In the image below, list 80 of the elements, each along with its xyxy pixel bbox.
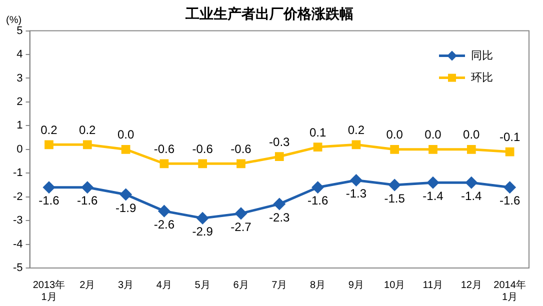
point (158, 205, 170, 217)
data-label: -0.6 (192, 142, 214, 156)
point (352, 140, 361, 150)
y-tick-label: -3 (13, 214, 23, 227)
data-label: -2.9 (192, 224, 214, 238)
data-label: 0.0 (424, 128, 442, 142)
y-tick-label: 3 (16, 72, 23, 84)
point (390, 144, 400, 154)
legend-label: 同比 (471, 48, 493, 62)
data-label: -2.7 (230, 220, 252, 234)
data-label: -2.3 (269, 210, 290, 224)
data-label: -1.6 (77, 194, 98, 208)
point (44, 140, 54, 150)
x-tick-label: 5月 (194, 280, 210, 291)
point (313, 142, 322, 152)
data-label: -1.6 (499, 194, 520, 208)
point (274, 198, 286, 210)
x-tick-label: 4月 (156, 280, 172, 291)
point (82, 182, 94, 194)
x-tick-label: 7月 (272, 280, 288, 291)
point (196, 212, 208, 224)
data-label: 0.2 (348, 122, 365, 137)
legend-label: 环比 (471, 70, 493, 84)
data-label: 0.0 (117, 128, 134, 142)
y-tick-label: 4 (16, 48, 23, 61)
data-label: -0.6 (154, 142, 175, 156)
point (274, 152, 284, 161)
point (428, 144, 438, 154)
point (505, 147, 514, 156)
y-tick-label: -4 (13, 238, 23, 250)
data-label: -1.6 (307, 194, 328, 208)
data-label: -1.3 (346, 186, 367, 201)
point (427, 176, 439, 188)
x-tick-label: 10月 (384, 280, 406, 291)
x-tick-label: 3月 (118, 280, 134, 291)
point (350, 174, 362, 186)
y-tick-label: -1 (13, 167, 23, 180)
point (160, 159, 169, 168)
data-label: 0.1 (309, 125, 326, 140)
x-tick-label: 2013年 1月 (32, 278, 66, 303)
point (388, 179, 400, 191)
y-tick-label: 0 (16, 143, 23, 156)
y-tick-label: 1 (16, 120, 23, 132)
data-label: -2.6 (154, 217, 175, 232)
point (121, 144, 130, 154)
data-label: -0.6 (230, 142, 252, 156)
point (466, 176, 478, 188)
point (504, 182, 516, 194)
point (82, 140, 92, 150)
x-tick-label: 2月 (80, 280, 96, 291)
data-label: -0.1 (499, 130, 520, 144)
data-label: 0.0 (386, 128, 404, 142)
x-tick-label: 8月 (310, 280, 326, 291)
chart-title: 工业生产者出厂价格涨跌幅 (184, 5, 354, 22)
point (236, 159, 246, 168)
point (120, 188, 132, 200)
y-axis-title: (%) (6, 14, 22, 26)
data-label: 0.0 (463, 128, 480, 142)
y-tick-label: -5 (13, 262, 23, 274)
point (466, 144, 476, 154)
point (43, 182, 55, 194)
x-tick-label: 12月 (460, 280, 482, 291)
y-tick-label: -2 (13, 190, 23, 203)
x-tick-label: 11月 (422, 280, 444, 291)
data-label: -0.3 (269, 134, 290, 149)
point (198, 159, 208, 168)
data-label: -1.5 (384, 191, 406, 206)
data-label: 0.2 (79, 122, 96, 137)
y-tick-label: 5 (16, 24, 23, 37)
data-label: -1.6 (38, 194, 60, 208)
point (312, 182, 324, 194)
x-tick-label: 6月 (233, 280, 249, 291)
x-tick-label: 9月 (348, 280, 364, 291)
point (235, 208, 247, 220)
y-tick-label: 2 (16, 96, 23, 108)
data-label: -1.9 (115, 200, 136, 215)
data-label: 0.2 (40, 122, 58, 137)
data-label: -1.4 (422, 188, 444, 203)
x-tick-label: 2014年 1月 (494, 278, 526, 303)
data-label: -1.4 (461, 188, 482, 203)
